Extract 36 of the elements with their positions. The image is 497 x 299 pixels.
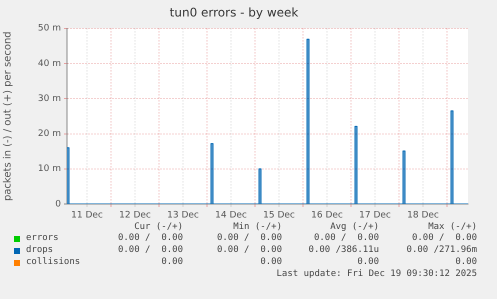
text: 0.00 / 0.00 [314, 233, 379, 243]
y-tick-label: 20 m [38, 129, 61, 140]
x-tick-label: 18 Dec [407, 210, 439, 221]
text: Avg (-/+) [330, 222, 379, 232]
text: 0.00 / 0.00 [216, 245, 282, 255]
text: Max (-/+) [428, 222, 477, 232]
text: 0.00 /271.96m [406, 245, 477, 255]
y-tick-label: 10 m [38, 164, 61, 174]
text: 0.00 / 0.00 [216, 233, 282, 243]
text: 0.00 / 0.00 [118, 245, 183, 255]
text: 0.00 / 0.00 [412, 233, 477, 243]
legend-label: drops [26, 245, 54, 255]
x-tick-label: 17 Dec [359, 210, 391, 221]
x-tick-label: 14 Dec [215, 210, 247, 221]
y-tick-label: 40 m [38, 58, 61, 69]
text: 0.00 [455, 257, 477, 267]
x-tick-label: 16 Dec [311, 210, 343, 221]
y-tick-label: 30 m [38, 94, 61, 104]
text: 0.00 / 0.00 [118, 233, 183, 243]
x-tick-label: 13 Dec [167, 210, 199, 221]
y-tick-label: 0 [55, 199, 62, 210]
text: 0.00 [357, 257, 379, 267]
x-tick-label: 12 Dec [119, 210, 151, 221]
text: Min (-/+) [233, 222, 282, 232]
x-tick-label: 11 Dec [71, 210, 103, 221]
chart-title: tun0 errors - by week [170, 5, 298, 20]
text: 0.00 [161, 257, 183, 267]
text: 0.00 /386.11u [308, 245, 379, 255]
y-axis-title: packets in (-) / out (+) per second [2, 31, 14, 202]
text: 0.00 [260, 257, 282, 267]
text: Cur (-/+) [134, 222, 183, 232]
text: Last update: Fri Dec 19 09:30:12 2025 [276, 269, 477, 279]
x-tick-label: 15 Dec [263, 210, 295, 221]
legend-label: errors [26, 233, 59, 243]
legend-label: collisions [26, 257, 80, 267]
y-tick-label: 50 m [38, 24, 61, 34]
